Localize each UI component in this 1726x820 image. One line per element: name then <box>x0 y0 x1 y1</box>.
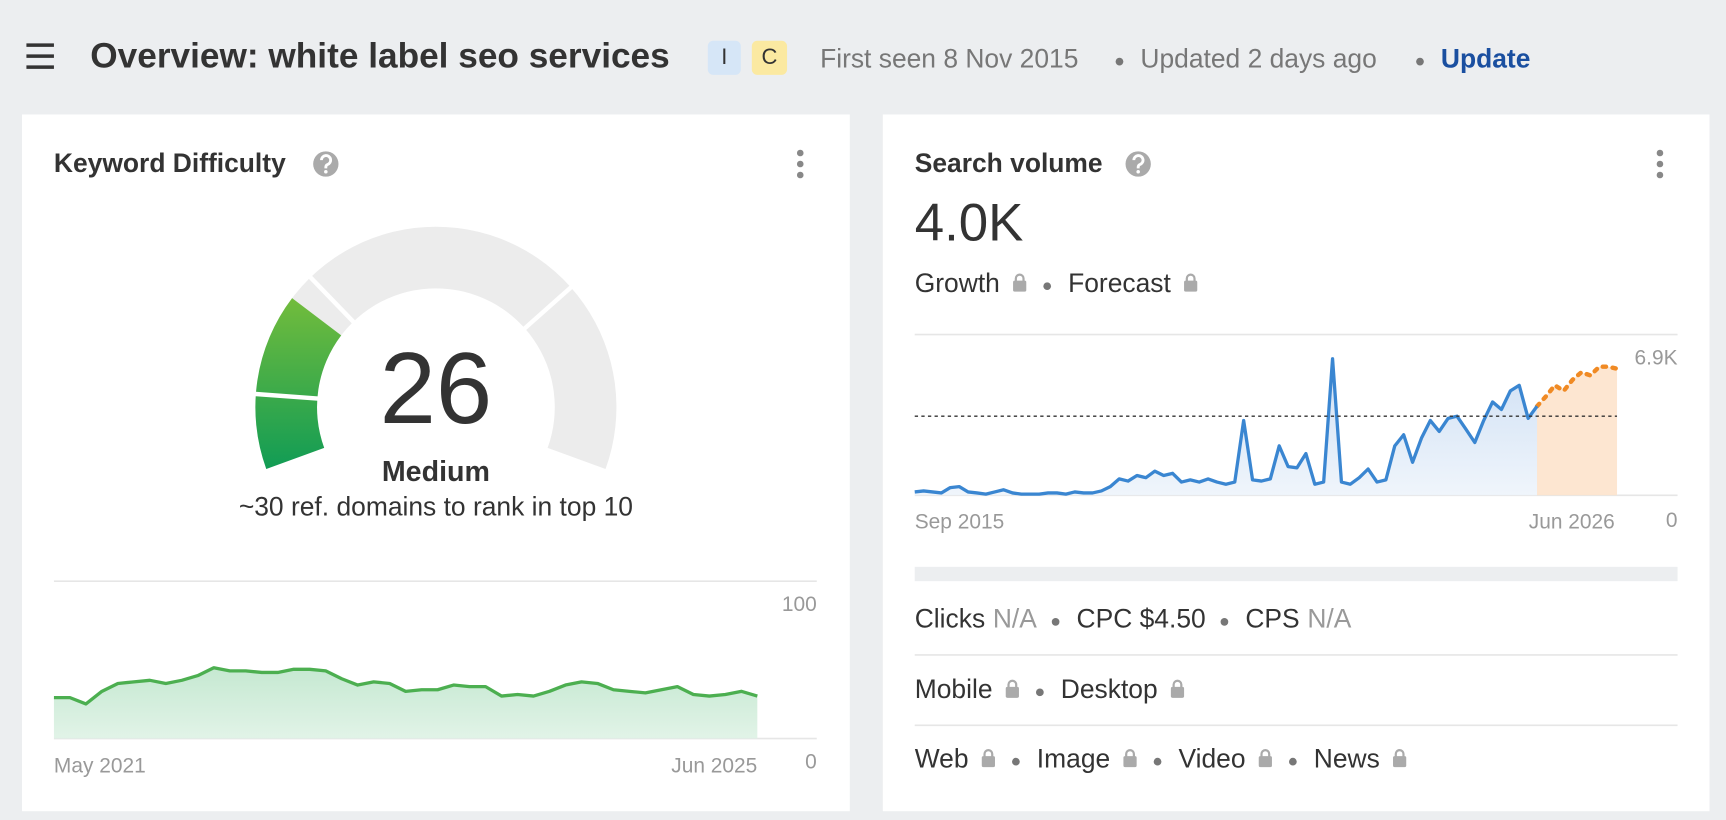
menu-dot <box>1656 160 1664 168</box>
page-title: Overview: white label seo services <box>90 37 669 76</box>
lock-icon <box>981 749 995 768</box>
gauge-gap <box>253 391 320 401</box>
divider-bar <box>914 566 1678 582</box>
separator-dot <box>1220 618 1229 626</box>
x-label: Jun 2025 <box>671 755 757 778</box>
badge <box>707 40 741 75</box>
lock-shackle <box>1007 679 1018 688</box>
lock-icon <box>1258 749 1272 768</box>
lock-shackle <box>1172 679 1183 688</box>
separator-dot <box>1289 757 1297 766</box>
lock-body <box>1258 756 1272 768</box>
separator-dot <box>1416 57 1424 66</box>
first-seen: First seen 8 Nov 2015 <box>820 44 1078 74</box>
area-fill <box>914 358 1538 496</box>
gauge-gap <box>307 274 357 325</box>
area-fill <box>1537 366 1618 496</box>
kd-score: 26 <box>380 332 493 445</box>
lock-shackle <box>1125 749 1135 758</box>
data-line <box>914 357 1539 496</box>
x-label: Jun 2026 <box>1529 510 1615 533</box>
y-tick-label: 0 <box>805 750 817 773</box>
gauge-track <box>255 226 617 469</box>
lock-body <box>1393 756 1407 768</box>
update-link[interactable]: Update <box>1441 44 1531 74</box>
updated: Updated 2 days ago <box>1140 44 1376 74</box>
item-label: Video <box>1178 744 1245 774</box>
y-tick-label: 100 <box>782 593 817 616</box>
card-title: Keyword Difficulty <box>54 148 286 178</box>
y-tick-label: 0 <box>1666 509 1678 532</box>
item-label: CPC $4.50 <box>1077 604 1206 634</box>
lock-shackle <box>1014 273 1025 282</box>
lock-body <box>1184 280 1198 292</box>
more-menu[interactable] <box>1656 149 1664 179</box>
badge-label: C <box>761 44 777 69</box>
y-tick-label: 6.9K <box>1635 346 1678 369</box>
separator-dot <box>1012 757 1020 766</box>
help-icon[interactable] <box>1125 151 1151 177</box>
separator-dot <box>1043 282 1052 291</box>
lock-icon <box>1013 273 1027 292</box>
lock-icon <box>1393 749 1407 768</box>
menu-button[interactable] <box>26 43 54 69</box>
help-glyph <box>319 154 333 169</box>
help-glyph <box>324 169 328 174</box>
item-label: Growth <box>915 268 1000 298</box>
gauge-value <box>255 298 342 469</box>
menu-dot <box>796 171 804 179</box>
menu-dot <box>1656 171 1664 179</box>
item-label: Web <box>915 744 969 774</box>
item-label: CPS <box>1245 604 1299 634</box>
separator-dot <box>1036 688 1044 697</box>
gauge-gap <box>521 284 575 332</box>
item-label: Desktop <box>1061 674 1158 704</box>
lock-body <box>1013 280 1027 292</box>
kd-level: Medium <box>382 456 490 488</box>
item-label: Forecast <box>1068 268 1171 298</box>
item-label: Mobile <box>915 674 993 704</box>
lock-body <box>981 756 995 768</box>
lock-body <box>1123 756 1137 768</box>
menu-dot <box>1656 149 1664 157</box>
help-icon[interactable] <box>313 151 339 177</box>
kd-description: ~30 ref. domains to rank in top 10 <box>239 491 633 521</box>
item-label: Image <box>1037 744 1110 774</box>
item-label: News <box>1314 744 1380 774</box>
lock-shackle <box>983 749 994 758</box>
volume-value: 4.0K <box>915 194 1024 253</box>
lock-body <box>1170 686 1185 698</box>
x-label: May 2021 <box>54 755 146 778</box>
item-note: N/A <box>1307 604 1351 634</box>
badge <box>751 40 788 75</box>
lock-shackle <box>1394 749 1405 758</box>
lock-shackle <box>1260 749 1271 758</box>
more-menu[interactable] <box>796 149 804 179</box>
separator-dot <box>1115 57 1124 66</box>
separator-dot <box>1153 757 1162 766</box>
separator-dot <box>1051 618 1060 626</box>
lock-shackle <box>1185 273 1196 282</box>
item-note: N/A <box>993 604 1037 634</box>
lock-icon <box>1184 273 1198 292</box>
lock-icon <box>1005 679 1019 698</box>
lock-icon <box>1170 679 1185 698</box>
item-label: Clicks <box>915 604 985 634</box>
lock-body <box>1005 686 1019 698</box>
data-line <box>53 666 758 706</box>
card-title: Search volume <box>915 148 1103 178</box>
badge-label: I <box>721 44 727 69</box>
data-line <box>1534 364 1620 409</box>
x-label: Sep 2015 <box>915 510 1005 533</box>
help-glyph <box>1132 154 1145 169</box>
menu-dot <box>796 149 804 157</box>
menu-dot <box>796 160 804 168</box>
lock-icon <box>1123 749 1137 768</box>
area-fill <box>53 667 758 739</box>
help-glyph <box>1136 169 1140 174</box>
